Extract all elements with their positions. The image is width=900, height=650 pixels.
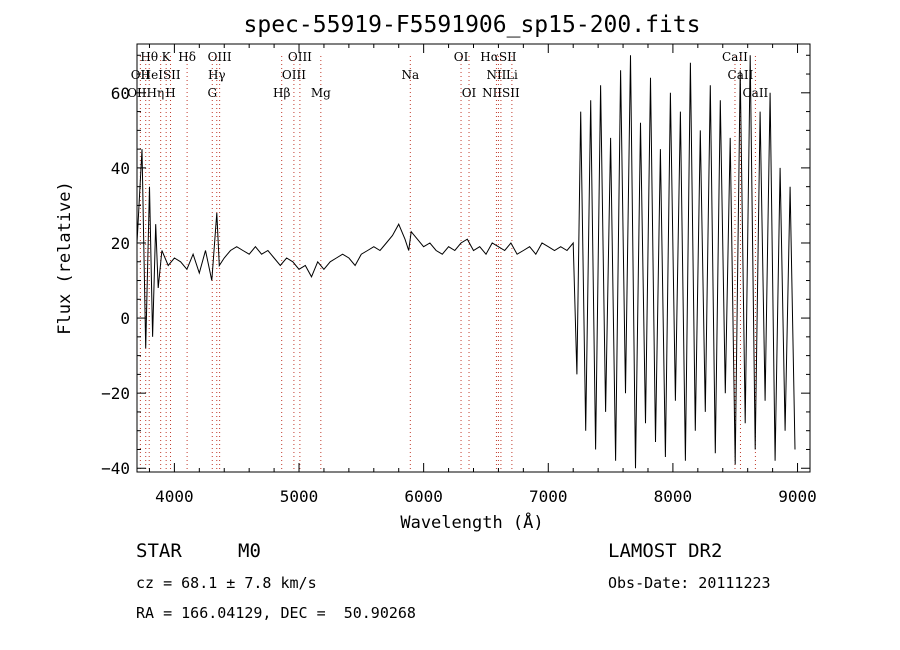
y-tick-label: 20: [111, 234, 130, 253]
y-tick-label: −40: [101, 459, 130, 478]
spectral-line-label: Hγ: [208, 68, 226, 82]
coordinates-text: RA = 166.04129, DEC = 50.90268: [136, 604, 416, 622]
spectral-line-label: HeISII: [141, 68, 181, 82]
spectral-line-label: Mg: [311, 86, 331, 100]
spectral-line-label: Hδ: [178, 50, 196, 64]
spectral-line-label: OIII: [288, 50, 312, 64]
flux-series-line: [136, 55, 796, 469]
x-tick-label: 4000: [155, 487, 194, 506]
spectral-line-label: CaII: [742, 86, 768, 100]
spectral-line-label: NII: [486, 68, 506, 82]
y-tick-label: −20: [101, 384, 130, 403]
spectral-line-label: OIII: [208, 50, 232, 64]
x-tick-label: 6000: [404, 487, 443, 506]
spectral-line-label: OI: [462, 86, 477, 100]
y-tick-label: 60: [111, 84, 130, 103]
x-tick-label: 8000: [654, 487, 693, 506]
spectral-line-label: OI: [454, 50, 469, 64]
x-axis-label: Wavelength (Å): [400, 511, 543, 533]
plot-frame: [136, 43, 811, 473]
x-tick-label: 5000: [280, 487, 319, 506]
spectral-line-label: G: [207, 86, 217, 100]
spectral-line-label: CaII: [722, 50, 748, 64]
obs-date-text: Obs-Date: 20111223: [608, 574, 771, 592]
x-tick-label: 9000: [778, 487, 817, 506]
x-tick-label: 7000: [529, 487, 568, 506]
redshift-text: cz = 68.1 ± 7.8 km/s: [136, 574, 317, 592]
spectral-line-label: NIISII: [482, 86, 520, 100]
object-subclass: M0: [238, 540, 261, 562]
survey-label: LAMOST DR2: [608, 540, 723, 562]
axis-ticks: 4000 5000 6000 7000 8000 9000 −40 −20 0 20 40 60: [101, 44, 817, 506]
spectral-line-label: Li: [506, 68, 518, 82]
y-tick-label: 0: [120, 309, 130, 328]
object-class: STAR: [136, 540, 182, 562]
spectral-line-label: Hβ: [273, 86, 290, 100]
spectral-line-label: Hθ: [140, 50, 158, 64]
spectral-line-label: OII: [131, 68, 151, 82]
y-tick-label: 40: [111, 159, 130, 178]
spectral-line-label: HαSII: [480, 50, 517, 64]
chart-title: spec-55919-F5591906_sp15-200.fits: [244, 12, 701, 38]
spectral-line-label: OIII: [282, 68, 306, 82]
y-axis-label: Flux (relative): [55, 181, 75, 335]
spectral-line-label: H: [165, 86, 175, 100]
spectral-line-label: Na: [401, 68, 419, 82]
spectral-line-label: K: [162, 50, 172, 64]
